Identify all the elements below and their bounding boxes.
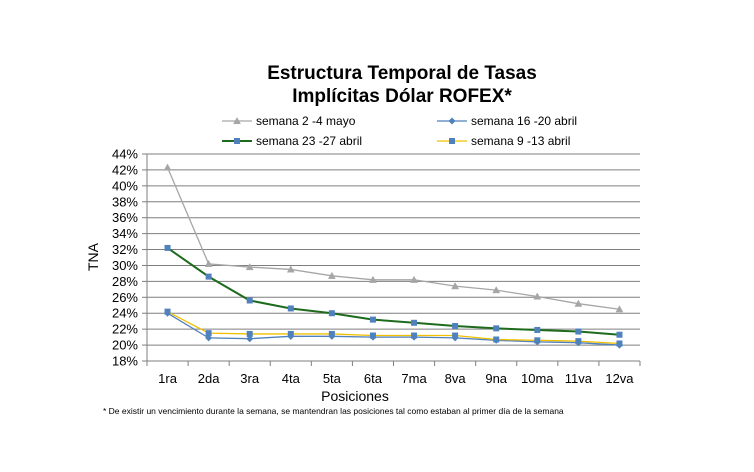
series-3-point <box>246 297 253 304</box>
x-tick-label: 6ta <box>364 371 383 386</box>
axes <box>146 154 641 366</box>
series-1-point <box>204 259 213 267</box>
series-1-point <box>533 292 542 300</box>
series-1-point <box>327 271 336 279</box>
y-tick-label: 42% <box>112 162 138 177</box>
x-tick-label: 1ra <box>158 371 178 386</box>
y-tick-label: 22% <box>112 322 138 337</box>
series-1-point <box>245 263 254 271</box>
series-2-line <box>167 312 620 346</box>
legend: semana 2 -4 mayo semana 16 -20 abril seman… <box>222 114 577 148</box>
series-3-point <box>287 305 294 312</box>
x-tick-label: 7ma <box>401 371 427 386</box>
y-tick-label: 26% <box>112 290 138 305</box>
legend-item: semana 23 -27 abril <box>222 134 362 148</box>
series-2-point <box>205 334 213 342</box>
series-4 <box>164 308 623 347</box>
x-tick-label: 4ta <box>282 371 301 386</box>
y-tick-label: 44% <box>112 147 138 162</box>
y-tick-label: 36% <box>112 210 138 225</box>
series-3-point <box>616 331 623 338</box>
series-1-point <box>451 282 460 290</box>
series-4-line <box>167 311 620 345</box>
x-tick-label: 8va <box>445 371 467 386</box>
y-tick-label: 32% <box>112 242 138 257</box>
series-4-point <box>534 337 541 344</box>
series-4-point <box>493 336 500 343</box>
series-1-line <box>166 167 620 310</box>
legend-label: semana 23 -27 abril <box>256 134 362 148</box>
chart-title-line1: Estructura Temporal de Tasas <box>267 63 537 84</box>
legend-label: semana 16 -20 abril <box>471 114 577 128</box>
legend-item: semana 16 -20 abril <box>437 114 577 128</box>
series-3-point <box>534 326 541 333</box>
legend-swatch-point <box>448 117 456 125</box>
series-4-point <box>616 340 623 347</box>
series-1-point <box>286 265 295 273</box>
series-3-point <box>411 319 418 326</box>
series-4-point <box>164 308 171 315</box>
footnote: * De existir un vencimiento durante la s… <box>103 406 564 416</box>
legend-swatch-point <box>233 116 241 125</box>
series-4-point <box>369 332 376 339</box>
series-1-point <box>369 275 377 283</box>
series-2-point <box>246 335 254 343</box>
series-3-line <box>166 247 620 336</box>
series-1-point <box>492 286 501 294</box>
x-tick-label: 3ra <box>240 371 260 386</box>
series-3 <box>164 244 623 338</box>
series-3-point <box>493 325 500 332</box>
series-4-point <box>328 330 335 337</box>
y-tick-label: 38% <box>112 194 138 209</box>
series-4-point <box>452 332 459 339</box>
series-4-point <box>205 330 212 337</box>
series-1-point <box>163 163 172 171</box>
series-group <box>163 163 624 349</box>
series-3-point <box>452 322 459 329</box>
y-tick-label: 18% <box>112 354 138 369</box>
legend-item: semana 9 -13 abril <box>437 134 570 148</box>
y-tick-label: 40% <box>112 178 138 193</box>
series-4-point <box>575 338 582 345</box>
x-tick-label: 5ta <box>323 371 342 386</box>
y-tick-label: 24% <box>112 306 138 321</box>
series-3-point <box>205 273 212 280</box>
gridlines <box>142 153 640 362</box>
legend-label: semana 9 -13 abril <box>471 134 570 148</box>
series-1-point <box>410 275 418 283</box>
series-3-point <box>369 316 376 323</box>
x-tick-labels: 1ra 2da 3ra 4ta 5ta 6ta 7ma 8va 9na 10ma 11va 12va <box>158 371 634 386</box>
x-tick-label: 11va <box>565 371 593 386</box>
x-tick-label: 10ma <box>521 371 554 386</box>
series-3-point <box>328 310 335 317</box>
legend-swatch-point <box>234 138 240 144</box>
series-4-point <box>411 332 418 339</box>
y-tick-labels: 18%20%22%24%26%28%30%32%34%36%38%40%42%4… <box>112 147 138 369</box>
series-1-point <box>615 305 624 313</box>
series-4-point <box>246 330 253 337</box>
x-tick-label: 12va <box>605 371 634 386</box>
legend-label: semana 2 -4 mayo <box>256 114 356 128</box>
series-1 <box>163 163 624 313</box>
series-3-point <box>575 328 582 335</box>
y-tick-label: 28% <box>112 274 138 289</box>
series-3-point <box>164 244 171 251</box>
x-tick-label: 9na <box>485 371 507 386</box>
series-4-point <box>287 330 294 337</box>
legend-item: semana 2 -4 mayo <box>222 114 356 128</box>
y-axis-label: TNA <box>85 242 101 271</box>
chart-title-line2: Implícitas Dólar ROFEX* <box>292 86 512 107</box>
series-1-point <box>574 299 583 307</box>
x-tick-label: 2da <box>198 371 220 386</box>
x-axis-label: Posiciones <box>321 388 389 404</box>
y-tick-label: 20% <box>112 338 138 353</box>
legend-swatch-point <box>449 138 455 144</box>
y-tick-label: 30% <box>112 258 138 273</box>
y-tick-label: 34% <box>112 226 138 241</box>
